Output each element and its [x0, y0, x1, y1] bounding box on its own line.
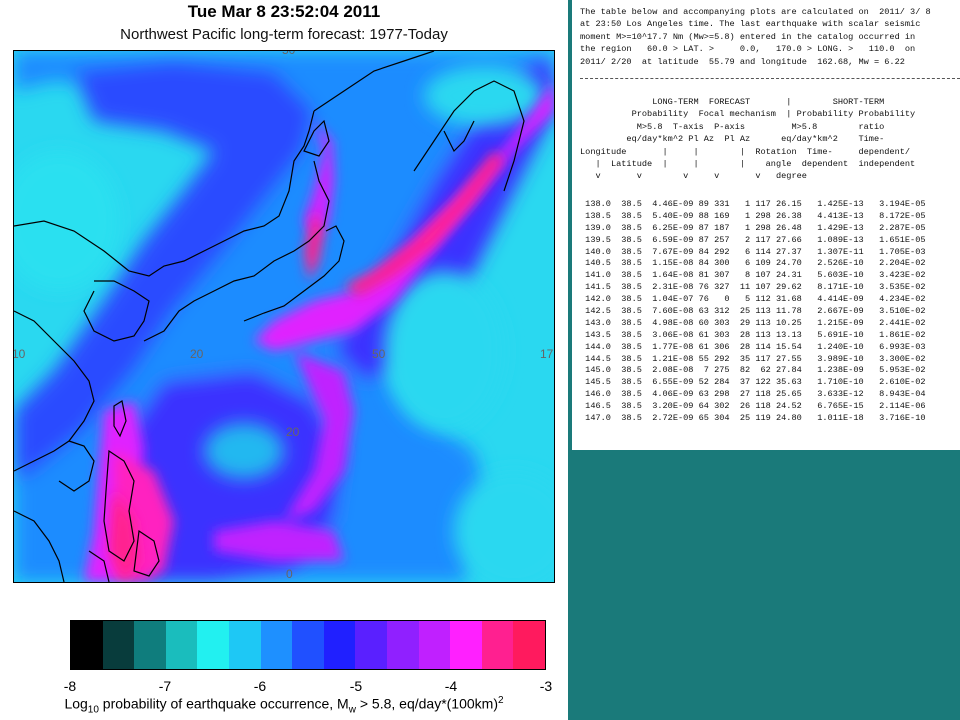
colorbar-swatch: [102, 621, 135, 669]
colorbar-swatch: [355, 621, 387, 669]
table-row: 146.0 38.5 4.06E-09 63 298 27 118 25.65 …: [580, 389, 926, 400]
colorbar-swatch: [450, 621, 482, 669]
table-header-line: Longitude | | | Rotation Time- dependent…: [580, 146, 911, 157]
colorbar-swatch: [197, 621, 229, 669]
colorbar-caption: Log10 probability of earthquake occurren…: [64, 695, 504, 716]
colorbar-label: -7: [158, 678, 172, 694]
colorbar: [70, 620, 546, 670]
table-row: 145.5 38.5 6.55E-09 52 284 37 122 35.63 …: [580, 377, 926, 388]
table-header-line: LONG-TERM FORECAST | SHORT-TERM: [580, 97, 885, 107]
colorbar-label: -3: [539, 678, 553, 694]
map-tick-lon-1: 10: [13, 347, 26, 361]
table-row: 142.5 38.5 7.60E-08 63 312 25 113 11.78 …: [580, 306, 926, 317]
table-row: 138.5 38.5 5.40E-09 88 169 1 298 26.38 4…: [580, 210, 926, 221]
colorbar-swatch: [260, 621, 293, 669]
report-intro: The table below and accompanying plots a…: [580, 6, 960, 68]
table-row: 143.0 38.5 4.98E-08 60 303 29 113 10.25 …: [580, 317, 926, 328]
forecast-datetime: Tue Mar 8 23:52:04 2011: [187, 2, 381, 21]
colorbar-swatch: [71, 621, 103, 669]
colorbar-swatch: [165, 621, 198, 669]
table-row: 146.5 38.5 3.20E-09 64 302 26 118 24.52 …: [580, 401, 926, 412]
colorbar-swatch: [292, 621, 324, 669]
map-title: Northwest Pacific long-term forecast: 19…: [120, 26, 448, 43]
report-divider: [580, 78, 960, 79]
table-header-line: M>5.8 T-axis P-axis M>5.8 ratio: [580, 121, 885, 132]
table-row: 138.0 38.5 4.46E-09 89 331 1 117 26.15 1…: [580, 199, 926, 209]
table-row: 139.5 38.5 6.59E-09 87 257 2 117 27.66 1…: [580, 234, 926, 245]
colorbar-label: -8: [63, 678, 77, 694]
colorbar-label: -6: [253, 678, 267, 694]
table-header-line: | Latitude | | | angle dependent indepen…: [580, 159, 916, 170]
colorbar-swatch: [418, 621, 451, 669]
table-row: 143.5 38.5 3.06E-08 61 303 28 113 13.13 …: [580, 329, 926, 340]
forecast-table: 138.0 38.5 4.46E-09 89 331 1 117 26.15 1…: [580, 199, 960, 425]
table-row: 144.5 38.5 1.21E-08 55 292 35 117 27.55 …: [580, 353, 926, 364]
map-tick-top: 50: [282, 50, 296, 57]
forecast-panel: Tue Mar 8 23:52:04 2011 Northwest Pacifi…: [0, 0, 568, 720]
table-row: 140.0 38.5 7.67E-09 84 292 6 114 27.37 1…: [580, 246, 926, 257]
forecast-map: 50 10 20 50 17 20 0: [13, 50, 555, 583]
colorbar-swatch: [513, 621, 545, 669]
table-row: 142.0 38.5 1.04E-07 76 0 5 112 31.68 4.4…: [580, 294, 926, 305]
colorbar-swatch: [134, 621, 166, 669]
table-header-line: Probability Focal mechanism | Probabilit…: [580, 109, 916, 120]
table-row: 145.0 38.5 2.08E-08 7 275 82 62 27.84 1.…: [580, 365, 926, 376]
colorbar-swatch: [323, 621, 356, 669]
map-tick-lat-2: 0: [286, 567, 293, 581]
table-row: 140.5 38.5 1.15E-08 84 300 6 109 24.70 2…: [580, 258, 926, 269]
table-row: 139.0 38.5 6.25E-09 87 187 1 298 26.48 1…: [580, 222, 926, 233]
report-intro-line: 2011/ 2/20 at latitude 55.79 and longitu…: [580, 56, 905, 67]
colorbar-swatch: [481, 621, 514, 669]
report-intro-line: at 23:50 Los Angeles time. The last eart…: [580, 19, 921, 30]
report-intro-line: moment M>=10^17.7 Nm (Mw>=5.8) entered i…: [580, 31, 916, 42]
colorbar-swatch: [228, 621, 261, 669]
colorbar-label: -5: [349, 678, 363, 694]
forecast-report: The table below and accompanying plots a…: [572, 0, 960, 450]
map-tick-lat-1: 20: [286, 425, 300, 439]
colorbar-swatch: [386, 621, 419, 669]
table-row: 141.0 38.5 1.64E-08 81 307 8 107 24.31 5…: [580, 270, 926, 281]
table-header-line: eq/day*km^2 Pl Az Pl Az eq/day*km^2 Time…: [580, 134, 885, 145]
table-row: 147.0 38.5 2.72E-09 65 304 25 119 24.80 …: [580, 413, 926, 424]
probability-heatmap: [14, 51, 554, 582]
map-tick-lon-2: 20: [190, 347, 204, 361]
report-intro-line: The table below and accompanying plots a…: [580, 7, 931, 17]
map-tick-lon-4: 17: [540, 347, 554, 361]
table-row: 141.5 38.5 2.31E-08 76 327 11 107 29.62 …: [580, 282, 926, 293]
map-tick-lon-3: 50: [372, 347, 386, 361]
colorbar-label: -4: [444, 678, 458, 694]
report-intro-line: the region 60.0 > LAT. > 0.0, 170.0 > LO…: [580, 44, 916, 55]
table-row: 144.0 38.5 1.77E-08 61 306 28 114 15.54 …: [580, 341, 926, 352]
forecast-table-header: LONG-TERM FORECAST | SHORT-TERM Probabil…: [580, 96, 960, 183]
table-header-line: v v v v v degree: [580, 171, 807, 182]
